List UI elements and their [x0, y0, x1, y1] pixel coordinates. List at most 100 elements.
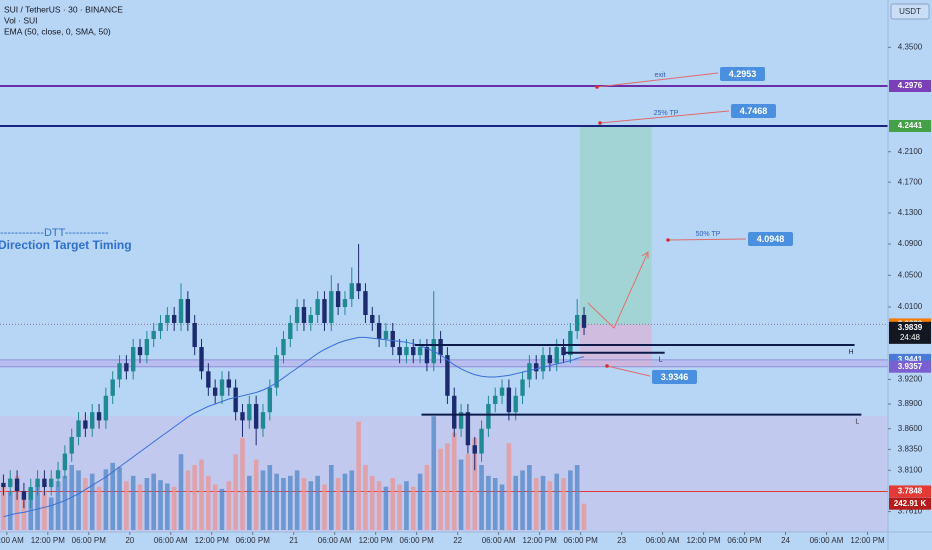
candle-body	[76, 420, 81, 437]
volume-bar	[83, 478, 88, 530]
candle-body	[8, 478, 13, 488]
volume-bar	[568, 470, 573, 530]
volume-bar	[513, 475, 519, 530]
volume-bar	[124, 481, 129, 530]
y-tick-label: 4.3500	[898, 42, 923, 51]
volume-bar	[274, 473, 279, 530]
volume-bar	[479, 465, 484, 530]
volume-bar	[465, 454, 471, 530]
candle-body	[206, 371, 211, 388]
price-label-box	[889, 360, 931, 373]
countdown: 24:48	[900, 333, 921, 342]
volume-bar	[520, 470, 525, 530]
segment-label: L	[659, 357, 663, 364]
x-tick-label: 06:00 AM	[0, 536, 24, 545]
candle-body	[110, 379, 115, 396]
volume-bar	[554, 473, 560, 530]
annotation-leader	[596, 72, 719, 88]
annotation-label: 3.9346	[661, 372, 689, 382]
volume-bar	[438, 448, 443, 530]
volume-bar	[158, 480, 163, 530]
y-tick-label: 4.0500	[898, 270, 923, 279]
volume-bar	[390, 478, 396, 530]
volume-bar	[212, 484, 218, 530]
candle-body	[144, 339, 150, 356]
candle-body	[383, 330, 389, 340]
price-label: 3.9839	[898, 323, 923, 332]
volume-bar	[137, 484, 143, 530]
annotation-text: exit	[655, 72, 666, 79]
candle-body	[506, 387, 512, 413]
candle-body	[445, 355, 450, 396]
price-label-box	[889, 485, 931, 498]
volume-bar	[260, 470, 266, 530]
candle-body	[212, 387, 218, 396]
candle-body	[171, 314, 177, 323]
volume-bar	[342, 473, 348, 530]
volume-bar	[103, 469, 109, 530]
ema-legend: EMA (50, close, 0, SMA, 50)	[4, 26, 111, 36]
x-tick-label: 06:00 PM	[563, 536, 598, 545]
x-tick-label: 06:00 PM	[400, 536, 435, 545]
x-tick-label: 20	[125, 536, 134, 545]
candle-body	[158, 322, 163, 331]
candle-body	[527, 363, 532, 380]
currency-label: USDT	[899, 7, 921, 16]
x-tick-label: 06:00 PM	[236, 536, 271, 545]
volume-bar	[171, 486, 177, 530]
volume-bar	[506, 443, 512, 530]
volume-bar	[96, 486, 102, 530]
x-tick-label: 12:00 PM	[850, 536, 885, 545]
candle-body	[417, 347, 423, 356]
volume-bar	[233, 454, 238, 530]
candle-body	[185, 299, 191, 323]
x-tick-label: 23	[617, 536, 626, 545]
volume-bar	[130, 475, 136, 530]
y-tick-label: 3.8350	[898, 445, 923, 454]
candle-body	[561, 347, 566, 356]
candle-body	[581, 314, 587, 328]
x-tick-label: 12:00 PM	[195, 536, 230, 545]
candle-body	[493, 395, 498, 404]
candle-body	[96, 412, 102, 421]
candle-body	[513, 395, 518, 413]
candle-body	[363, 291, 368, 315]
annotation-box	[720, 67, 765, 81]
x-tick-label: 06:00 AM	[318, 536, 352, 545]
price-label: 4.2441	[898, 121, 923, 130]
candle-body	[117, 363, 122, 380]
volume-bar	[574, 465, 580, 530]
candle-body	[247, 403, 252, 421]
volume-bar	[349, 470, 355, 530]
volume-bar	[1, 486, 6, 530]
volume-bar	[404, 481, 409, 530]
y-tick-label: 4.2100	[898, 147, 923, 156]
candle-body	[294, 307, 300, 323]
volume-bar	[192, 465, 197, 530]
x-tick-label: 21	[289, 536, 298, 545]
candle-body	[267, 387, 273, 413]
zone	[0, 359, 888, 367]
candle-body	[83, 420, 88, 429]
x-tick-label: 06:00 AM	[646, 536, 680, 545]
volume-bar	[533, 478, 539, 530]
position-target	[579, 125, 652, 325]
volume-bar	[527, 465, 532, 530]
y-tick-label: 3.8900	[898, 399, 923, 408]
candle-body	[288, 322, 293, 340]
projection-arrow	[587, 251, 649, 329]
annotation-label: 4.2953	[729, 69, 757, 79]
volume-bar	[42, 491, 47, 530]
volume-bar	[301, 478, 307, 530]
volume-bar	[185, 470, 191, 530]
candle-body	[472, 445, 477, 454]
candle-body	[165, 314, 170, 323]
annotation-box	[652, 370, 697, 384]
volume-bar	[458, 459, 464, 530]
annotation-text: 50% TP	[696, 231, 721, 238]
annotation-label: 4.7468	[740, 106, 768, 116]
watermark-line: ------------DTT------------	[0, 227, 109, 239]
candle-body	[199, 347, 204, 372]
candle-body	[452, 395, 457, 429]
